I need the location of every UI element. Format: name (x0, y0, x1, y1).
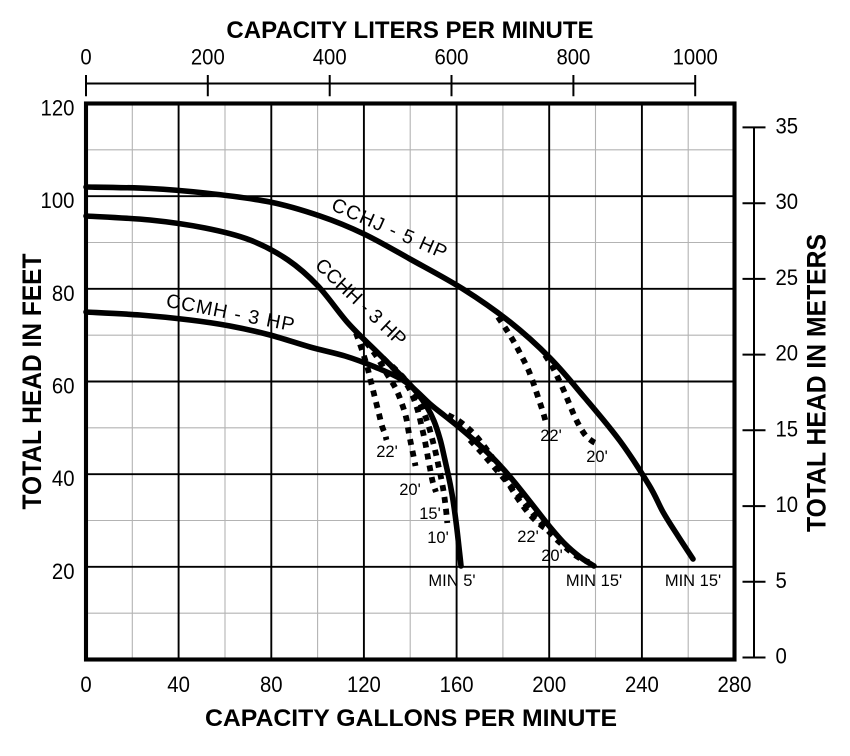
svg-text:20: 20 (52, 559, 75, 584)
svg-text:200: 200 (532, 672, 566, 697)
svg-text:22': 22' (376, 443, 398, 461)
svg-text:60: 60 (52, 374, 75, 399)
svg-text:40: 40 (167, 672, 190, 697)
svg-text:20': 20' (541, 547, 563, 565)
svg-text:120: 120 (347, 672, 381, 697)
svg-text:15': 15' (419, 505, 441, 523)
svg-text:TOTAL HEAD IN METERS: TOTAL HEAD IN METERS (802, 234, 832, 532)
svg-text:0: 0 (775, 644, 786, 669)
svg-text:TOTAL HEAD IN FEET: TOTAL HEAD IN FEET (17, 254, 47, 510)
svg-text:10: 10 (776, 492, 799, 517)
svg-text:20': 20' (586, 448, 608, 466)
svg-text:5: 5 (775, 568, 786, 593)
svg-text:25: 25 (776, 265, 799, 290)
svg-text:0: 0 (80, 45, 91, 70)
svg-text:10': 10' (427, 529, 449, 547)
svg-text:20: 20 (776, 341, 799, 366)
svg-text:CAPACITY LITERS PER MINUTE: CAPACITY LITERS PER MINUTE (226, 17, 593, 44)
svg-text:MIN 15': MIN 15' (665, 572, 721, 590)
svg-text:MIN 15': MIN 15' (566, 572, 622, 590)
svg-text:35: 35 (776, 113, 799, 138)
svg-text:240: 240 (625, 672, 659, 697)
svg-text:CAPACITY GALLONS PER MINUTE: CAPACITY GALLONS PER MINUTE (205, 705, 617, 732)
svg-text:200: 200 (191, 45, 225, 70)
svg-text:160: 160 (440, 672, 474, 697)
svg-text:40: 40 (52, 466, 75, 491)
svg-text:80: 80 (52, 281, 75, 306)
svg-text:280: 280 (718, 672, 752, 697)
svg-text:0: 0 (80, 672, 91, 697)
svg-text:30: 30 (776, 189, 799, 214)
svg-text:80: 80 (260, 672, 283, 697)
svg-text:400: 400 (313, 45, 347, 70)
svg-text:1000: 1000 (673, 45, 718, 70)
svg-text:600: 600 (435, 45, 469, 70)
svg-text:100: 100 (41, 188, 75, 213)
svg-text:800: 800 (556, 45, 590, 70)
svg-text:22': 22' (517, 528, 539, 546)
svg-text:20': 20' (399, 481, 421, 499)
svg-text:15: 15 (776, 416, 799, 441)
svg-text:22': 22' (540, 427, 562, 445)
svg-text:MIN 5': MIN 5' (428, 572, 475, 590)
svg-text:120: 120 (41, 96, 75, 121)
